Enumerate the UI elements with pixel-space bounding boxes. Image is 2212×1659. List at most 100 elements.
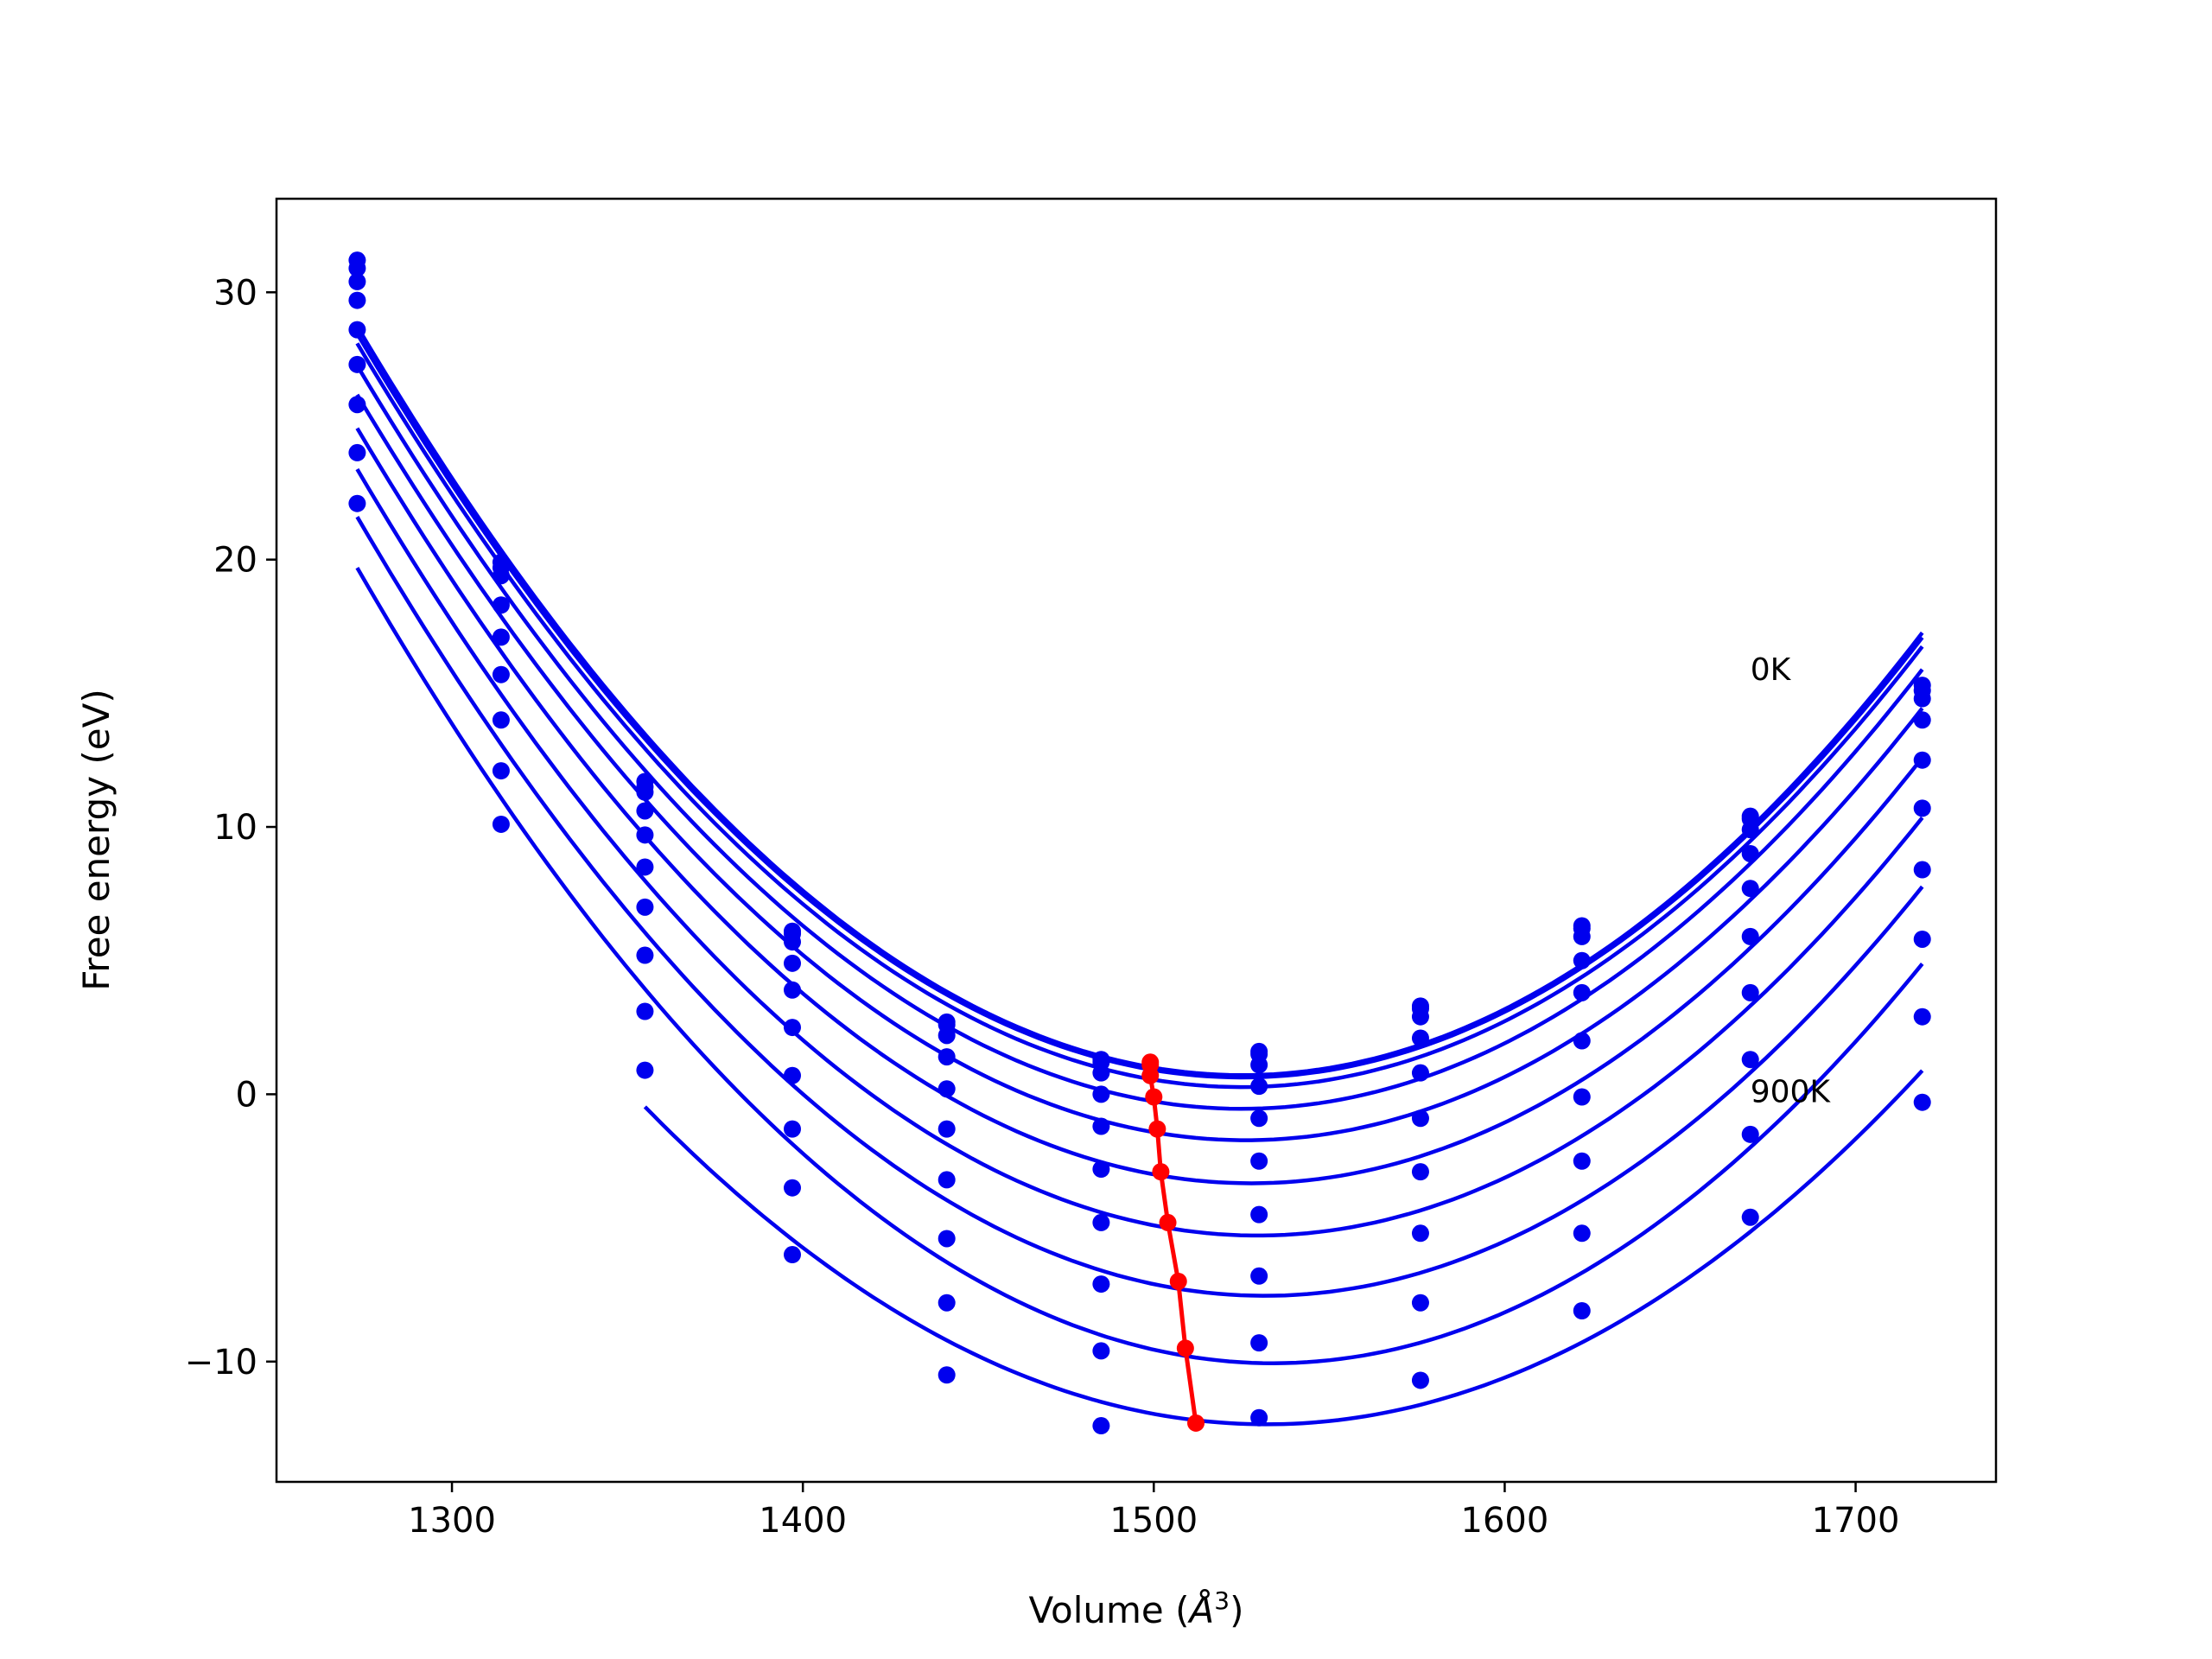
series-line-6 — [355, 467, 1924, 1238]
data-point — [1741, 1125, 1759, 1143]
data-point — [1092, 1064, 1110, 1082]
minimum-point — [1148, 1120, 1166, 1138]
data-point — [1411, 1294, 1429, 1312]
data-point — [1913, 751, 1931, 769]
data-point — [784, 1246, 801, 1264]
data-point — [636, 858, 654, 876]
series-line-9 — [643, 1069, 1924, 1427]
data-point — [938, 1230, 956, 1248]
data-point — [938, 1048, 956, 1066]
series-line-4 — [355, 393, 1924, 1142]
temperature-label: 900K — [1751, 1075, 1832, 1110]
series-line-1 — [355, 333, 1924, 1080]
data-point — [1250, 1334, 1268, 1352]
data-point — [348, 291, 366, 309]
data-point — [636, 946, 654, 964]
data-point — [1092, 1160, 1110, 1179]
data-point — [492, 711, 510, 729]
data-point — [1741, 880, 1759, 898]
data-point — [938, 1027, 956, 1045]
data-point — [1092, 1085, 1110, 1103]
data-point — [492, 762, 510, 780]
data-point — [1092, 1342, 1110, 1360]
data-point — [938, 1080, 956, 1098]
data-point — [1092, 1213, 1110, 1231]
data-point — [1573, 983, 1591, 1001]
x-axis-title-superscript: 3 — [1214, 1586, 1230, 1615]
data-point — [636, 1061, 654, 1079]
data-point — [1913, 861, 1931, 879]
y-tick-label: 0 — [236, 1075, 257, 1115]
data-point — [784, 1179, 801, 1197]
data-point — [1411, 1163, 1429, 1181]
data-point — [1250, 1056, 1268, 1074]
minimum-path-layer — [1141, 1053, 1205, 1432]
data-point — [492, 567, 510, 585]
data-point — [1913, 1093, 1931, 1111]
data-point — [1573, 1152, 1591, 1170]
data-point — [1741, 1051, 1759, 1069]
data-point — [636, 802, 654, 820]
data-point — [636, 1002, 654, 1020]
data-point — [938, 1171, 956, 1189]
x-axis-title-text: Volume ( — [1029, 1589, 1190, 1631]
data-point — [1913, 930, 1931, 948]
minimum-point — [1159, 1213, 1177, 1231]
data-point — [1741, 1208, 1759, 1226]
data-point — [1250, 1109, 1268, 1128]
data-point — [348, 396, 366, 414]
data-point — [1250, 1152, 1268, 1170]
y-tick-label: 30 — [213, 273, 257, 313]
series-line-2 — [355, 342, 1924, 1090]
data-point — [492, 596, 510, 614]
data-point — [1411, 1029, 1429, 1047]
x-axis-title-close: ) — [1230, 1589, 1243, 1631]
data-point — [492, 665, 510, 683]
data-point — [938, 1366, 956, 1384]
data-point — [1573, 1224, 1591, 1243]
x-tick-label: 1500 — [1109, 1501, 1198, 1541]
annotations-layer: 0K 900K — [1751, 652, 1832, 1110]
data-point — [1411, 1224, 1429, 1243]
data-point — [1573, 1088, 1591, 1106]
data-point — [1092, 1275, 1110, 1294]
data-point — [1573, 951, 1591, 969]
data-point — [348, 259, 366, 277]
data-point — [1741, 821, 1759, 839]
x-tick-label: 1600 — [1461, 1501, 1549, 1541]
x-axis: 1300 1400 1500 1600 1700 — [408, 1482, 1899, 1541]
minimum-point — [1187, 1414, 1205, 1432]
x-tick-label: 1400 — [759, 1501, 847, 1541]
data-point — [636, 783, 654, 801]
x-tick-label: 1300 — [408, 1501, 496, 1541]
curves-layer — [355, 325, 1924, 1427]
data-point — [636, 826, 654, 844]
data-point — [1250, 1267, 1268, 1285]
series-line-5 — [355, 427, 1924, 1185]
data-point — [1741, 983, 1759, 1001]
series-line-8 — [355, 566, 1924, 1365]
minimum-point — [1145, 1088, 1163, 1106]
series-line-3 — [355, 364, 1924, 1111]
data-point — [1913, 1007, 1931, 1026]
data-point — [1411, 1109, 1429, 1128]
data-point — [348, 443, 366, 461]
y-tick-label: 20 — [213, 541, 257, 581]
y-tick-label: 10 — [213, 808, 257, 848]
data-point — [1741, 844, 1759, 862]
data-point — [1741, 927, 1759, 945]
data-point — [1573, 1032, 1591, 1050]
data-point — [784, 933, 801, 951]
data-point — [784, 1019, 801, 1037]
y-axis-title: Free energy (eV) — [75, 689, 118, 991]
data-point — [784, 1120, 801, 1138]
data-point — [1250, 1077, 1268, 1096]
data-point — [1573, 1302, 1591, 1319]
data-point — [492, 815, 510, 833]
y-axis: −10 0 10 20 30 — [185, 273, 276, 1382]
data-point — [1573, 927, 1591, 945]
x-axis-title-symbol: Å — [1187, 1588, 1215, 1631]
data-point — [784, 981, 801, 999]
minimum-point — [1176, 1339, 1194, 1357]
